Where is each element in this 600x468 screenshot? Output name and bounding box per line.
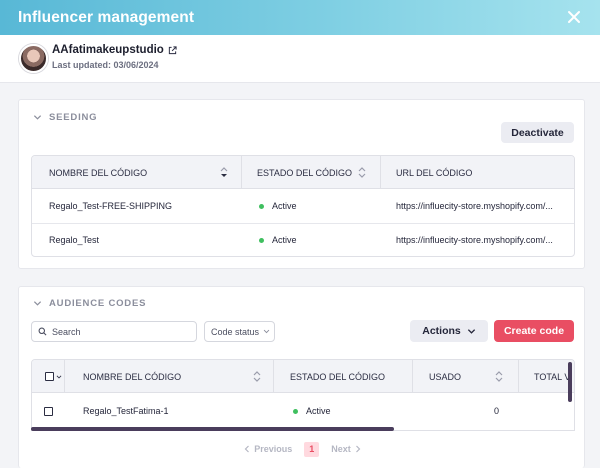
column-header-used[interactable]: USADO	[413, 360, 519, 393]
status-dot	[293, 408, 298, 414]
previous-label: Previous	[254, 444, 293, 454]
column-header-name[interactable]: NOMBRE DEL CÓDIGO	[65, 360, 274, 393]
chevron-down-icon[interactable]	[33, 299, 42, 308]
sort-icon[interactable]	[495, 371, 503, 382]
status-text: Active	[272, 235, 297, 245]
column-label: NOMBRE DEL CÓDIGO	[49, 167, 148, 178]
seeding-header[interactable]: SEEDING	[33, 112, 97, 123]
next-label: Next	[331, 444, 351, 454]
code-status-select[interactable]: Code status	[204, 321, 275, 342]
horizontal-scrollbar[interactable]	[31, 427, 394, 431]
vertical-scrollbar[interactable]	[568, 362, 572, 402]
seeding-row-1-status: Active	[259, 196, 297, 216]
table-header: NOMBRE DEL CÓDIGO ESTADO DEL CÓDIGO URL …	[32, 156, 574, 189]
audience-table: NOMBRE DEL CÓDIGO ESTADO DEL CÓDIGO USAD…	[31, 359, 575, 431]
profile-name-text: AAfatimakeupstudio	[52, 44, 164, 56]
row-checkbox[interactable]	[44, 401, 53, 421]
seeding-title: SEEDING	[49, 112, 98, 123]
audience-row-1-name: Regalo_TestFatima-1	[83, 406, 169, 416]
column-label: ESTADO DEL CÓDIGO	[257, 167, 353, 178]
column-label: NOMBRE DEL CÓDIGO	[83, 371, 182, 382]
next-page-button[interactable]: Next	[331, 444, 361, 454]
status-text: Active	[306, 406, 331, 416]
seeding-row-2-url[interactable]: https://influecity-store.myshopify.com/.…	[396, 235, 553, 245]
chevron-down-icon[interactable]	[56, 374, 62, 380]
modal-title: Influencer management	[18, 8, 195, 26]
seeding-row-2-name: Regalo_Test	[49, 235, 100, 245]
seeding-section: SEEDING Deactivate NOMBRE DEL CÓDIGO EST…	[18, 99, 585, 269]
external-link-icon[interactable]	[168, 45, 177, 55]
seeding-row-1-url[interactable]: https://influecity-store.myshopify.com/.…	[396, 201, 553, 211]
pagination: Previous 1 Next	[19, 441, 586, 457]
profile-name[interactable]: AAfatimakeupstudio	[52, 44, 177, 56]
sort-icon[interactable]	[253, 371, 261, 382]
seeding-table: NOMBRE DEL CÓDIGO ESTADO DEL CÓDIGO URL …	[31, 155, 575, 257]
chevron-left-icon	[244, 445, 250, 453]
deactivate-button[interactable]: Deactivate	[501, 122, 574, 143]
status-text: Active	[272, 201, 297, 211]
column-header-url[interactable]: URL DEL CÓDIGO	[381, 156, 574, 189]
row-divider	[32, 223, 574, 224]
checkbox[interactable]	[44, 406, 53, 416]
create-code-button[interactable]: Create code	[494, 320, 574, 342]
search-input[interactable]: Search	[31, 321, 197, 342]
search-icon	[38, 327, 47, 336]
column-label: TOTAL V	[534, 371, 571, 382]
avatar	[19, 44, 48, 73]
column-label: URL DEL CÓDIGO	[396, 167, 473, 178]
seeding-row-1-name: Regalo_Test-FREE-SHIPPING	[49, 201, 173, 211]
table-header: NOMBRE DEL CÓDIGO ESTADO DEL CÓDIGO USAD…	[32, 360, 574, 393]
status-dot	[259, 203, 264, 209]
chevron-down-icon	[263, 329, 270, 334]
seeding-row-2-status: Active	[259, 230, 297, 250]
previous-page-button[interactable]: Previous	[244, 444, 292, 454]
column-label: USADO	[429, 371, 462, 382]
column-label: ESTADO DEL CÓDIGO	[290, 371, 386, 382]
sort-desc-icon[interactable]	[220, 167, 228, 178]
search-placeholder: Search	[52, 326, 81, 337]
audience-row-1-status: Active	[293, 401, 331, 421]
chevron-right-icon	[355, 445, 361, 453]
page-number-button[interactable]: 1	[304, 441, 320, 457]
column-header-name[interactable]: NOMBRE DEL CÓDIGO	[32, 156, 242, 189]
actions-button[interactable]: Actions	[410, 320, 488, 342]
audience-title: AUDIENCE CODES	[49, 298, 147, 309]
chevron-down-icon	[467, 328, 475, 334]
profile-bar: AAfatimakeupstudio Last updated: 03/06/2…	[0, 35, 600, 83]
audience-header[interactable]: AUDIENCE CODES	[33, 298, 146, 309]
last-updated: Last updated: 03/06/2024	[52, 60, 159, 70]
modal-header: Influencer management	[0, 0, 600, 35]
select-all-checkbox[interactable]	[32, 360, 65, 393]
column-header-status[interactable]: ESTADO DEL CÓDIGO	[274, 360, 413, 393]
audience-row-1-used: 0	[494, 406, 500, 416]
chevron-down-icon[interactable]	[33, 113, 42, 122]
close-icon[interactable]	[564, 7, 584, 27]
status-dot	[259, 237, 264, 243]
actions-label: Actions	[422, 325, 461, 337]
checkbox[interactable]	[45, 372, 54, 381]
column-header-total[interactable]: TOTAL V	[519, 360, 574, 393]
audience-codes-section: AUDIENCE CODES Search Code status Action…	[18, 286, 585, 468]
column-header-status[interactable]: ESTADO DEL CÓDIGO	[242, 156, 381, 189]
sort-icon[interactable]	[358, 167, 366, 178]
code-status-label: Code status	[211, 326, 260, 337]
